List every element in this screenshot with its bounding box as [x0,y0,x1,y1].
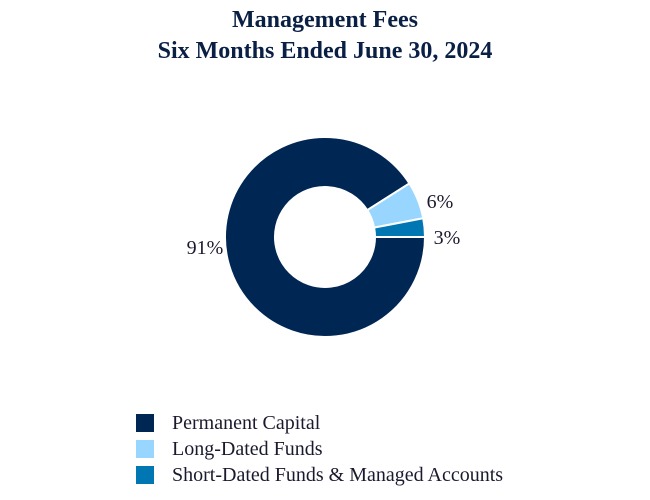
legend-item-long-dated-funds: Long-Dated Funds [136,436,503,462]
legend-item-short-dated-funds: Short-Dated Funds & Managed Accounts [136,462,503,488]
donut-slice [372,217,427,238]
legend-item-permanent-capital: Permanent Capital [136,410,503,436]
donut-slice [224,136,427,338]
chart-title-block: Management Fees Six Months Ended June 30… [0,5,650,67]
legend-label: Permanent Capital [172,411,321,434]
labels-group: 91% 6% 3% [187,191,461,259]
slice-percent-label: 91% [187,237,224,259]
legend-swatch [136,466,154,484]
chart-title: Management Fees [232,7,418,33]
slice-percent-label: 6% [427,191,454,213]
legend: Permanent Capital Long-Dated Funds Short… [136,410,503,488]
legend-swatch [136,440,154,458]
legend-label: Long-Dated Funds [172,437,323,460]
chart-subtitle: Six Months Ended June 30, 2024 [157,38,493,64]
legend-swatch [136,414,154,432]
slice-percent-label: 3% [434,227,461,249]
legend-label: Short-Dated Funds & Managed Accounts [172,463,504,486]
slices-group [224,136,427,338]
